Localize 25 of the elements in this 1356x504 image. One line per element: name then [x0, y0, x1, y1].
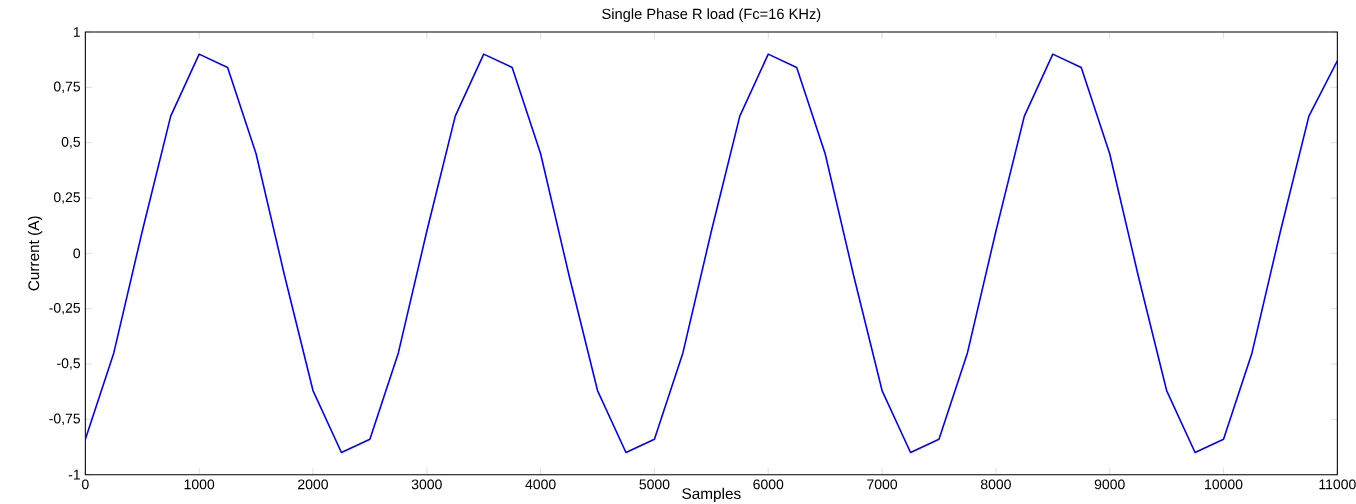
x-tick-label: 10000 — [1205, 479, 1243, 490]
y-tick-label: 0,25 — [53, 192, 81, 204]
y-tick-label: -1 — [68, 469, 80, 480]
y-tick-label: 1 — [73, 27, 80, 37]
x-tick-label: 5000 — [639, 479, 670, 490]
x-tick-label: 8000 — [980, 479, 1011, 490]
y-tick-label: -0,25 — [49, 302, 81, 315]
x-tick-label: 3000 — [411, 479, 442, 490]
y-axis-title: Current (A) — [27, 216, 43, 291]
x-tick-label: 4000 — [525, 479, 556, 490]
x-tick-label: 7000 — [867, 479, 898, 490]
y-tick-label: -0,5 — [57, 358, 81, 370]
x-tick-label: 6000 — [753, 479, 784, 490]
x-tick-label: 2000 — [298, 479, 328, 490]
x-tick-label: 9000 — [1094, 479, 1125, 490]
x-tick-label: 0 — [81, 479, 89, 490]
y-tick-label: 0,75 — [53, 81, 81, 94]
x-tick-label: 1000 — [184, 479, 215, 490]
y-tick-label: 0 — [73, 248, 81, 259]
x-axis-title: Samples — [682, 487, 741, 503]
x-tick-label: 11000 — [1319, 479, 1356, 490]
line-series — [85, 53, 1338, 454]
chart-title: Single Phase R load (Fc=16 KHz) — [602, 8, 821, 22]
y-tick-label: 0,5 — [61, 136, 81, 149]
y-tick-label: -0,75 — [49, 413, 81, 426]
